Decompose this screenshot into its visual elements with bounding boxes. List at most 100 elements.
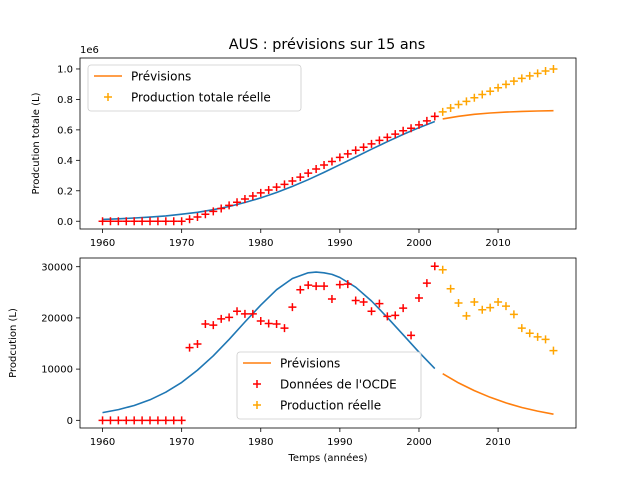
- data-point: [296, 173, 305, 182]
- data-point: [446, 284, 455, 293]
- data-point: [114, 416, 123, 425]
- y-tick-label: 0.0: [57, 217, 73, 228]
- y-tick-label: 0.6: [57, 125, 73, 136]
- data-point: [130, 217, 139, 226]
- data-point: [256, 188, 265, 197]
- data-point: [494, 298, 503, 307]
- series-line: [102, 271, 436, 414]
- x-tick-label: 2010: [485, 437, 510, 448]
- x-tick-label: 1970: [169, 437, 194, 448]
- x-tick-label: 1960: [90, 437, 115, 448]
- data-point: [288, 177, 297, 186]
- legend-box: [236, 351, 422, 420]
- data-point: [422, 116, 431, 125]
- data-point: [304, 169, 313, 178]
- data-point: [217, 314, 226, 323]
- data-point: [161, 217, 170, 226]
- data-point: [312, 282, 321, 291]
- data-point: [462, 311, 471, 320]
- data-point: [320, 161, 329, 170]
- data-point: [161, 416, 170, 425]
- data-point: [486, 303, 495, 312]
- data-point: [106, 416, 115, 425]
- data-point: [541, 66, 550, 75]
- x-tick-label: 2010: [485, 238, 510, 249]
- data-point: [177, 416, 186, 425]
- y-axis-label: Prodcution totale (L): [31, 92, 42, 194]
- data-point: [177, 217, 186, 226]
- data-point: [264, 319, 273, 328]
- series-markers: [98, 112, 439, 226]
- data-point: [146, 217, 155, 226]
- data-point: [327, 294, 336, 303]
- series-line: [442, 109, 554, 120]
- data-point: [470, 298, 479, 307]
- data-point: [430, 262, 439, 271]
- data-point: [438, 265, 447, 274]
- data-point: [193, 340, 202, 349]
- legend-label: Données de l'OCDE: [280, 377, 397, 391]
- data-point: [288, 303, 297, 312]
- data-point: [375, 299, 384, 308]
- data-point: [454, 299, 463, 308]
- data-point: [430, 112, 439, 121]
- data-point: [312, 165, 321, 174]
- data-point: [501, 80, 510, 89]
- legend: Prévisions Données de l'OCDE Production ré…: [236, 351, 422, 420]
- data-point: [343, 149, 352, 158]
- data-point: [138, 416, 147, 425]
- data-point: [153, 217, 162, 226]
- data-point: [367, 307, 376, 316]
- data-point: [248, 191, 257, 200]
- data-point: [240, 195, 249, 204]
- data-point: [343, 280, 352, 289]
- series-markers: [438, 265, 558, 355]
- data-point: [375, 136, 384, 145]
- data-point: [525, 71, 534, 80]
- legend-label: Production réelle: [280, 398, 381, 412]
- data-point: [225, 201, 234, 210]
- data-point: [335, 280, 344, 289]
- data-point: [438, 107, 447, 116]
- plot-data: [98, 262, 558, 425]
- legend-label: Prévisions: [131, 69, 191, 83]
- y-tick-label: 0.2: [57, 186, 73, 197]
- data-point: [233, 307, 242, 316]
- legend-swatch-marker: [253, 401, 261, 409]
- data-point: [478, 90, 487, 99]
- x-axis-label: Temps (années): [287, 452, 367, 464]
- data-point: [517, 324, 526, 333]
- data-point: [209, 321, 218, 330]
- data-point: [114, 217, 123, 226]
- data-point: [296, 285, 305, 294]
- legend-label: Production totale réelle: [131, 90, 271, 104]
- data-point: [201, 320, 210, 329]
- y-tick-label: 1.0: [57, 65, 73, 76]
- data-point: [153, 416, 162, 425]
- y-offset-label: 1e6: [80, 45, 99, 56]
- plot-data: [98, 64, 558, 226]
- data-point: [351, 146, 360, 155]
- data-point: [280, 180, 289, 189]
- data-point: [264, 186, 273, 195]
- data-point: [414, 120, 423, 129]
- data-point: [407, 331, 416, 340]
- data-point: [122, 217, 131, 226]
- data-point: [138, 217, 147, 226]
- data-point: [470, 93, 479, 102]
- data-point: [351, 296, 360, 305]
- bottom-chart: 1960 1970 1980 1990 2000 2010 0 10000 20000 30000…: [8, 257, 577, 464]
- top-chart: 1960 1970 1980 1990 2000 2010 0.0 0.2 0.4 0.6 0.8 1…: [31, 45, 577, 249]
- data-point: [399, 126, 408, 135]
- data-point: [525, 329, 534, 338]
- data-point: [130, 416, 139, 425]
- data-point: [533, 332, 542, 341]
- data-point: [122, 416, 131, 425]
- data-point: [533, 69, 542, 78]
- y-tick-label: 0.8: [57, 95, 73, 106]
- y-tick-label: 0.4: [57, 156, 73, 167]
- legend-label: Prévisions: [280, 356, 340, 370]
- data-point: [517, 74, 526, 83]
- x-tick-label: 2000: [406, 437, 431, 448]
